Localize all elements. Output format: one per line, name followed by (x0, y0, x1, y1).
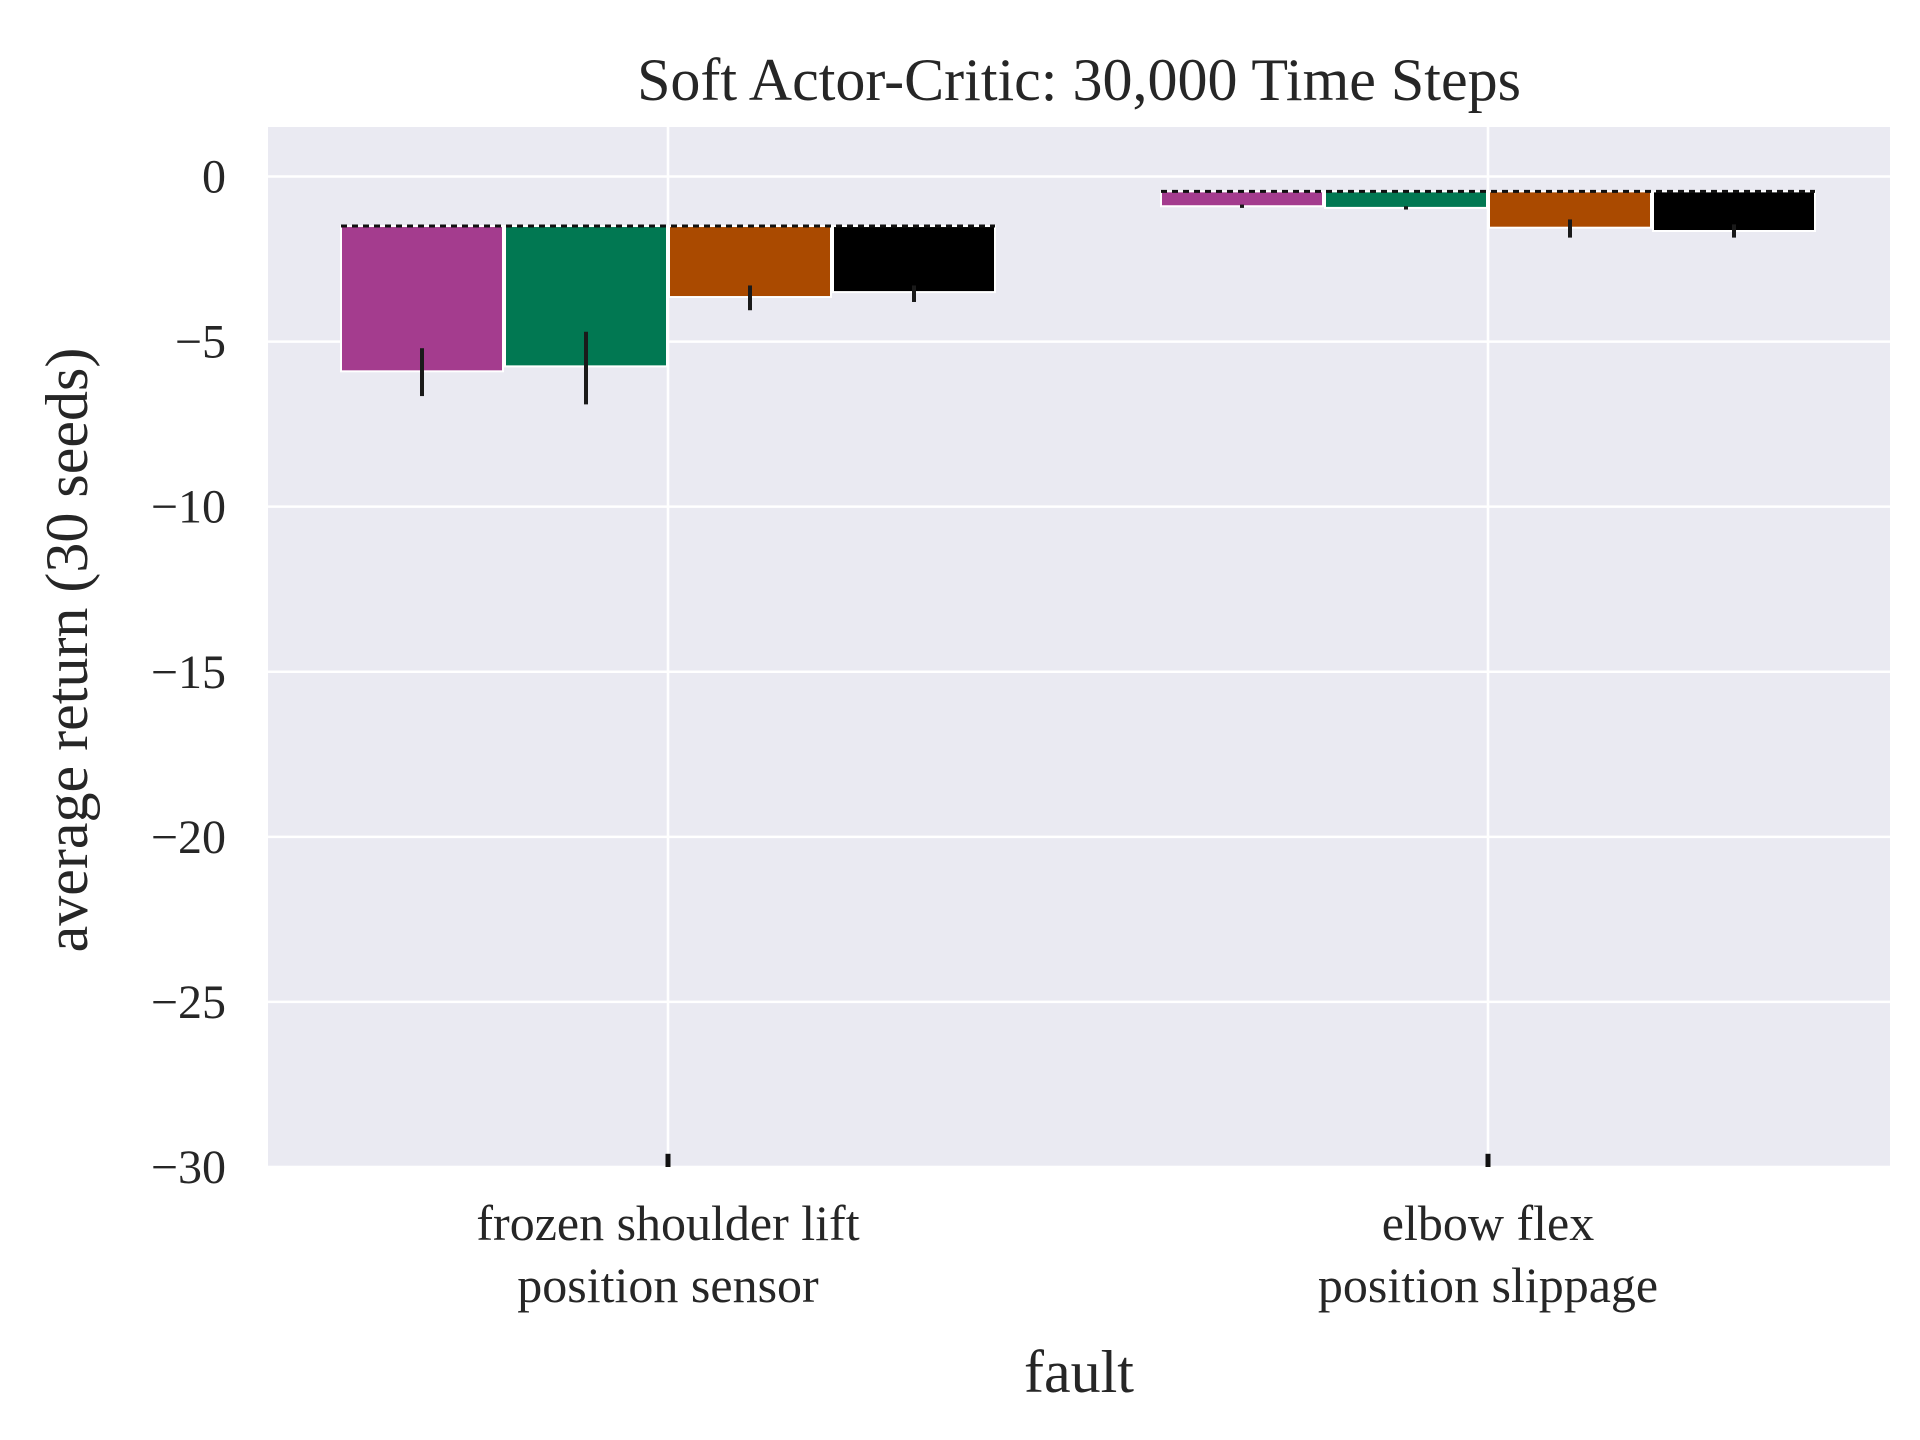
y-tick-label: −30 (151, 1141, 226, 1194)
bars (340, 190, 1816, 373)
y-tick-label: −20 (151, 811, 226, 864)
x-tick-label: position sensor (517, 1257, 819, 1313)
x-tick-label: elbow flex (1382, 1195, 1594, 1251)
y-tick-label: 0 (202, 151, 226, 204)
chart-title: Soft Actor-Critic: 30,000 Time Steps (637, 47, 1521, 113)
y-tick-label: −5 (175, 316, 226, 369)
y-tick-labels: 0 −5 −10 −15 −20 −25 −30 (151, 151, 226, 1194)
bar (1652, 190, 1816, 232)
bar (1160, 190, 1324, 208)
y-tick-label: −10 (151, 481, 226, 534)
x-tick-label: position slippage (1318, 1257, 1658, 1313)
bar (832, 225, 996, 294)
y-tick-label: −15 (151, 646, 226, 699)
x-tick-label: frozen shoulder lift (476, 1195, 859, 1251)
x-axis-label: fault (1024, 1339, 1134, 1405)
bar (340, 225, 504, 373)
x-tick-labels: frozen shoulder lift position sensor elbow… (476, 1195, 1658, 1313)
baselines (341, 189, 1815, 228)
bar (1324, 190, 1488, 209)
y-tick-label: −25 (151, 976, 226, 1029)
y-axis-label: average return (30 seeds) (34, 348, 100, 953)
error-bars (420, 204, 1736, 1167)
